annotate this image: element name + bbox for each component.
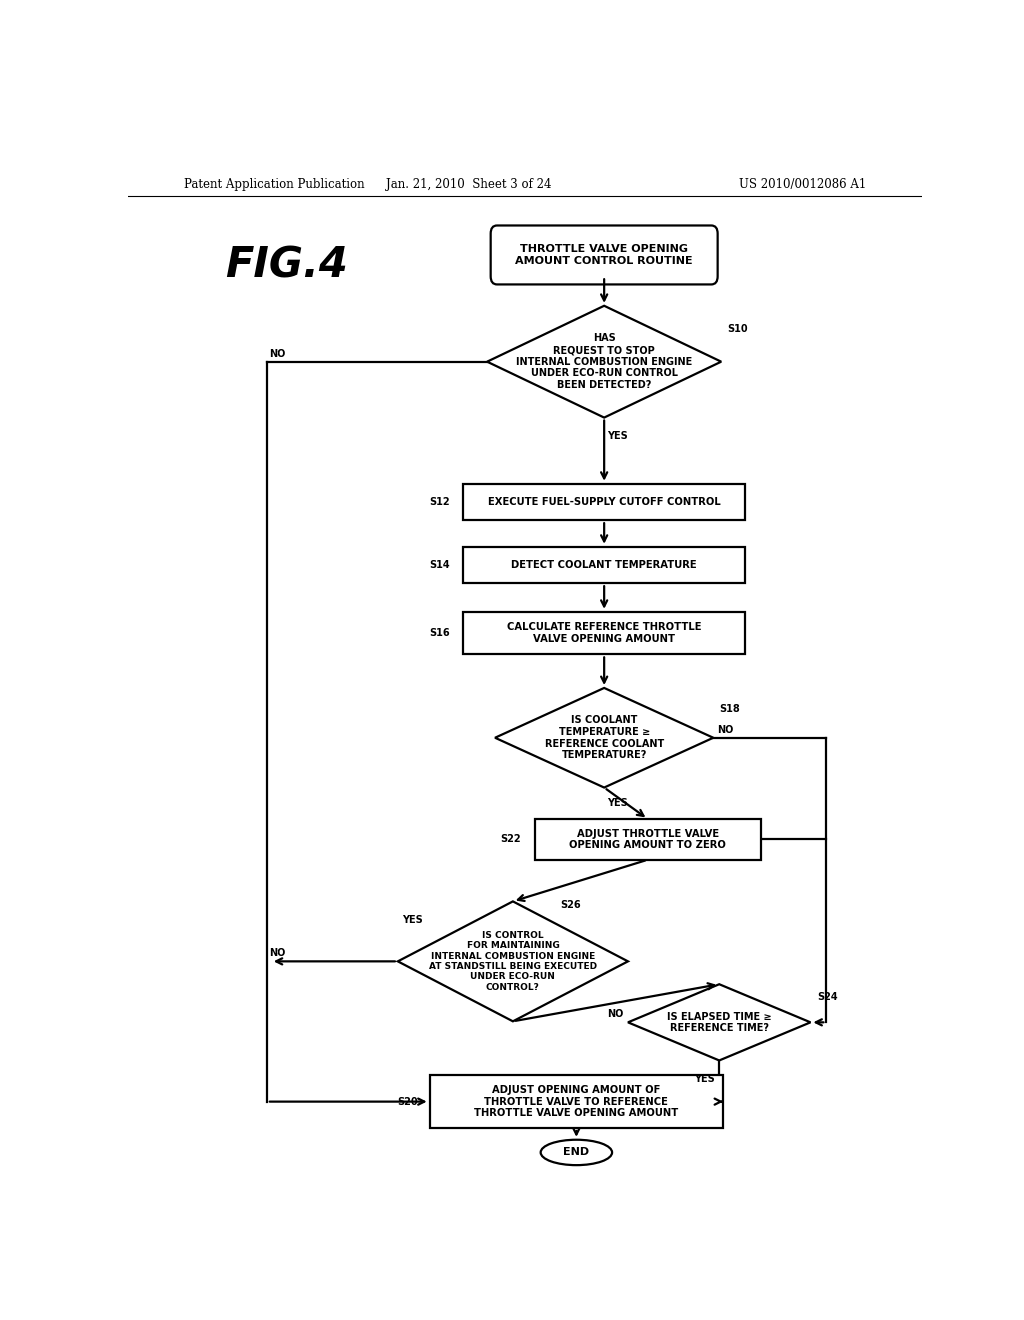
Text: S14: S14 [429, 560, 450, 570]
Text: IS COOLANT
TEMPERATURE ≥
REFERENCE COOLANT
TEMPERATURE?: IS COOLANT TEMPERATURE ≥ REFERENCE COOLA… [545, 715, 664, 760]
Polygon shape [397, 902, 628, 1022]
Text: IS ELAPSED TIME ≥
REFERENCE TIME?: IS ELAPSED TIME ≥ REFERENCE TIME? [667, 1011, 771, 1034]
Text: HAS
REQUEST TO STOP
INTERNAL COMBUSTION ENGINE
UNDER ECO-RUN CONTROL
BEEN DETECT: HAS REQUEST TO STOP INTERNAL COMBUSTION … [516, 334, 692, 389]
Text: YES: YES [401, 915, 423, 925]
Ellipse shape [541, 1139, 612, 1166]
Text: IS CONTROL
FOR MAINTAINING
INTERNAL COMBUSTION ENGINE
AT STANDSTILL BEING EXECUT: IS CONTROL FOR MAINTAINING INTERNAL COMB… [429, 931, 597, 991]
Text: THROTTLE VALVE OPENING
AMOUNT CONTROL ROUTINE: THROTTLE VALVE OPENING AMOUNT CONTROL RO… [515, 244, 693, 265]
Bar [463, 483, 745, 520]
Bar [463, 611, 745, 655]
Bar [463, 546, 745, 583]
Text: YES: YES [694, 1073, 715, 1084]
Text: YES: YES [607, 430, 628, 441]
Text: ADJUST OPENING AMOUNT OF
THROTTLE VALVE TO REFERENCE
THROTTLE VALVE OPENING AMOU: ADJUST OPENING AMOUNT OF THROTTLE VALVE … [474, 1085, 679, 1118]
Text: NO: NO [607, 1010, 624, 1019]
Text: S10: S10 [727, 325, 748, 334]
Text: NO: NO [717, 725, 733, 735]
Text: Patent Application Publication: Patent Application Publication [183, 178, 365, 191]
Text: US 2010/0012086 A1: US 2010/0012086 A1 [738, 178, 866, 191]
Bar [430, 1076, 723, 1129]
Polygon shape [487, 306, 721, 417]
Text: EXECUTE FUEL-SUPPLY CUTOFF CONTROL: EXECUTE FUEL-SUPPLY CUTOFF CONTROL [487, 496, 721, 507]
Text: END: END [563, 1147, 590, 1158]
Bar [535, 818, 761, 859]
Text: S18: S18 [719, 705, 740, 714]
Text: NO: NO [269, 948, 286, 958]
Text: FIG.4: FIG.4 [225, 244, 348, 286]
Text: S26: S26 [560, 900, 582, 911]
Text: CALCULATE REFERENCE THROTTLE
VALVE OPENING AMOUNT: CALCULATE REFERENCE THROTTLE VALVE OPENI… [507, 622, 701, 644]
Text: S24: S24 [817, 991, 838, 1002]
Text: S22: S22 [500, 834, 521, 845]
Text: S20: S20 [397, 1097, 418, 1106]
Polygon shape [628, 985, 811, 1060]
Text: DETECT COOLANT TEMPERATURE: DETECT COOLANT TEMPERATURE [511, 560, 697, 570]
FancyBboxPatch shape [490, 226, 718, 284]
Text: NO: NO [269, 348, 286, 359]
Text: Jan. 21, 2010  Sheet 3 of 24: Jan. 21, 2010 Sheet 3 of 24 [386, 178, 552, 191]
Polygon shape [495, 688, 714, 788]
Text: S16: S16 [429, 628, 450, 638]
Text: S12: S12 [429, 496, 450, 507]
Text: ADJUST THROTTLE VALVE
OPENING AMOUNT TO ZERO: ADJUST THROTTLE VALVE OPENING AMOUNT TO … [569, 829, 726, 850]
Text: YES: YES [607, 797, 628, 808]
